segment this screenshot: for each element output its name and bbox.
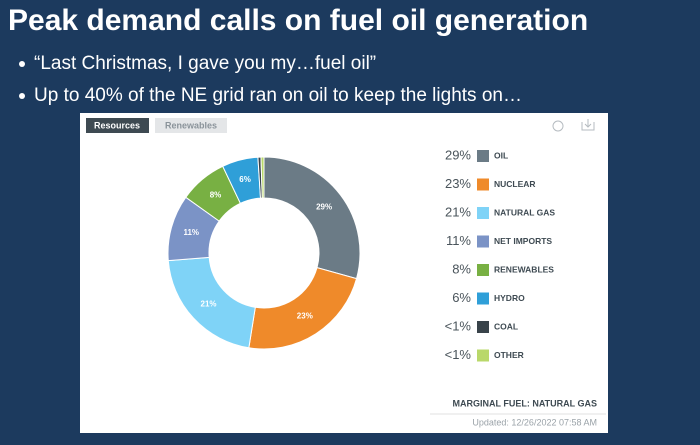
legend-label: RENEWABLES — [494, 264, 554, 274]
slice — [260, 156, 265, 199]
legend-swatch — [477, 150, 489, 162]
legend-swatch — [477, 207, 489, 219]
slice-label: 29% — [316, 202, 332, 211]
legend-label: NATURAL GAS — [494, 207, 555, 217]
bullet: “Last Christmas, I gave you my…fuel oil” — [34, 53, 376, 74]
legend-value: <1% — [445, 318, 472, 333]
legend-value: 8% — [452, 261, 471, 276]
slice-label: 8% — [210, 190, 222, 199]
legend-label: HYDRO — [494, 293, 525, 303]
legend-label: COAL — [494, 321, 518, 331]
legend-value: 21% — [445, 204, 471, 219]
slice-label: 23% — [297, 312, 313, 321]
tab[interactable] — [86, 118, 149, 133]
download-icon[interactable] — [581, 119, 595, 131]
help-icon[interactable] — [552, 120, 564, 132]
legend-value: 6% — [452, 290, 471, 305]
legend-value: 11% — [446, 233, 471, 248]
legend-swatch — [477, 292, 489, 305]
slice-label: 21% — [201, 299, 217, 308]
legend-label: OTHER — [494, 350, 524, 360]
slice — [263, 156, 361, 280]
tab[interactable] — [155, 118, 227, 133]
updated: Updated: 12/26/2022 07:58 AM — [472, 417, 597, 427]
tab-label[interactable]: Renewables — [165, 120, 217, 130]
legend-value: 23% — [445, 176, 471, 191]
legend-value: <1% — [445, 347, 472, 362]
legend-swatch — [477, 321, 489, 333]
slide-title: Peak demand calls on fuel oil generation — [8, 4, 588, 37]
bullet-dot — [19, 93, 25, 99]
marginal-fuel: MARGINAL FUEL: NATURAL GAS — [453, 398, 598, 408]
legend-label: NUCLEAR — [494, 179, 536, 189]
tab-label[interactable]: Resources — [94, 120, 140, 130]
legend-swatch — [477, 235, 489, 248]
legend-value: 29% — [445, 147, 471, 162]
slice-label: 11% — [183, 228, 199, 237]
bullet-dot — [19, 61, 25, 67]
slice — [248, 267, 358, 350]
legend-label: OIL — [494, 150, 508, 160]
legend-swatch — [477, 178, 489, 191]
legend-swatch — [477, 349, 489, 362]
bullet: Up to 40% of the NE grid ran on oil to k… — [34, 85, 522, 106]
legend-label: NET IMPORTS — [494, 236, 552, 246]
slice-label: 6% — [239, 175, 251, 184]
legend-swatch — [477, 264, 489, 276]
